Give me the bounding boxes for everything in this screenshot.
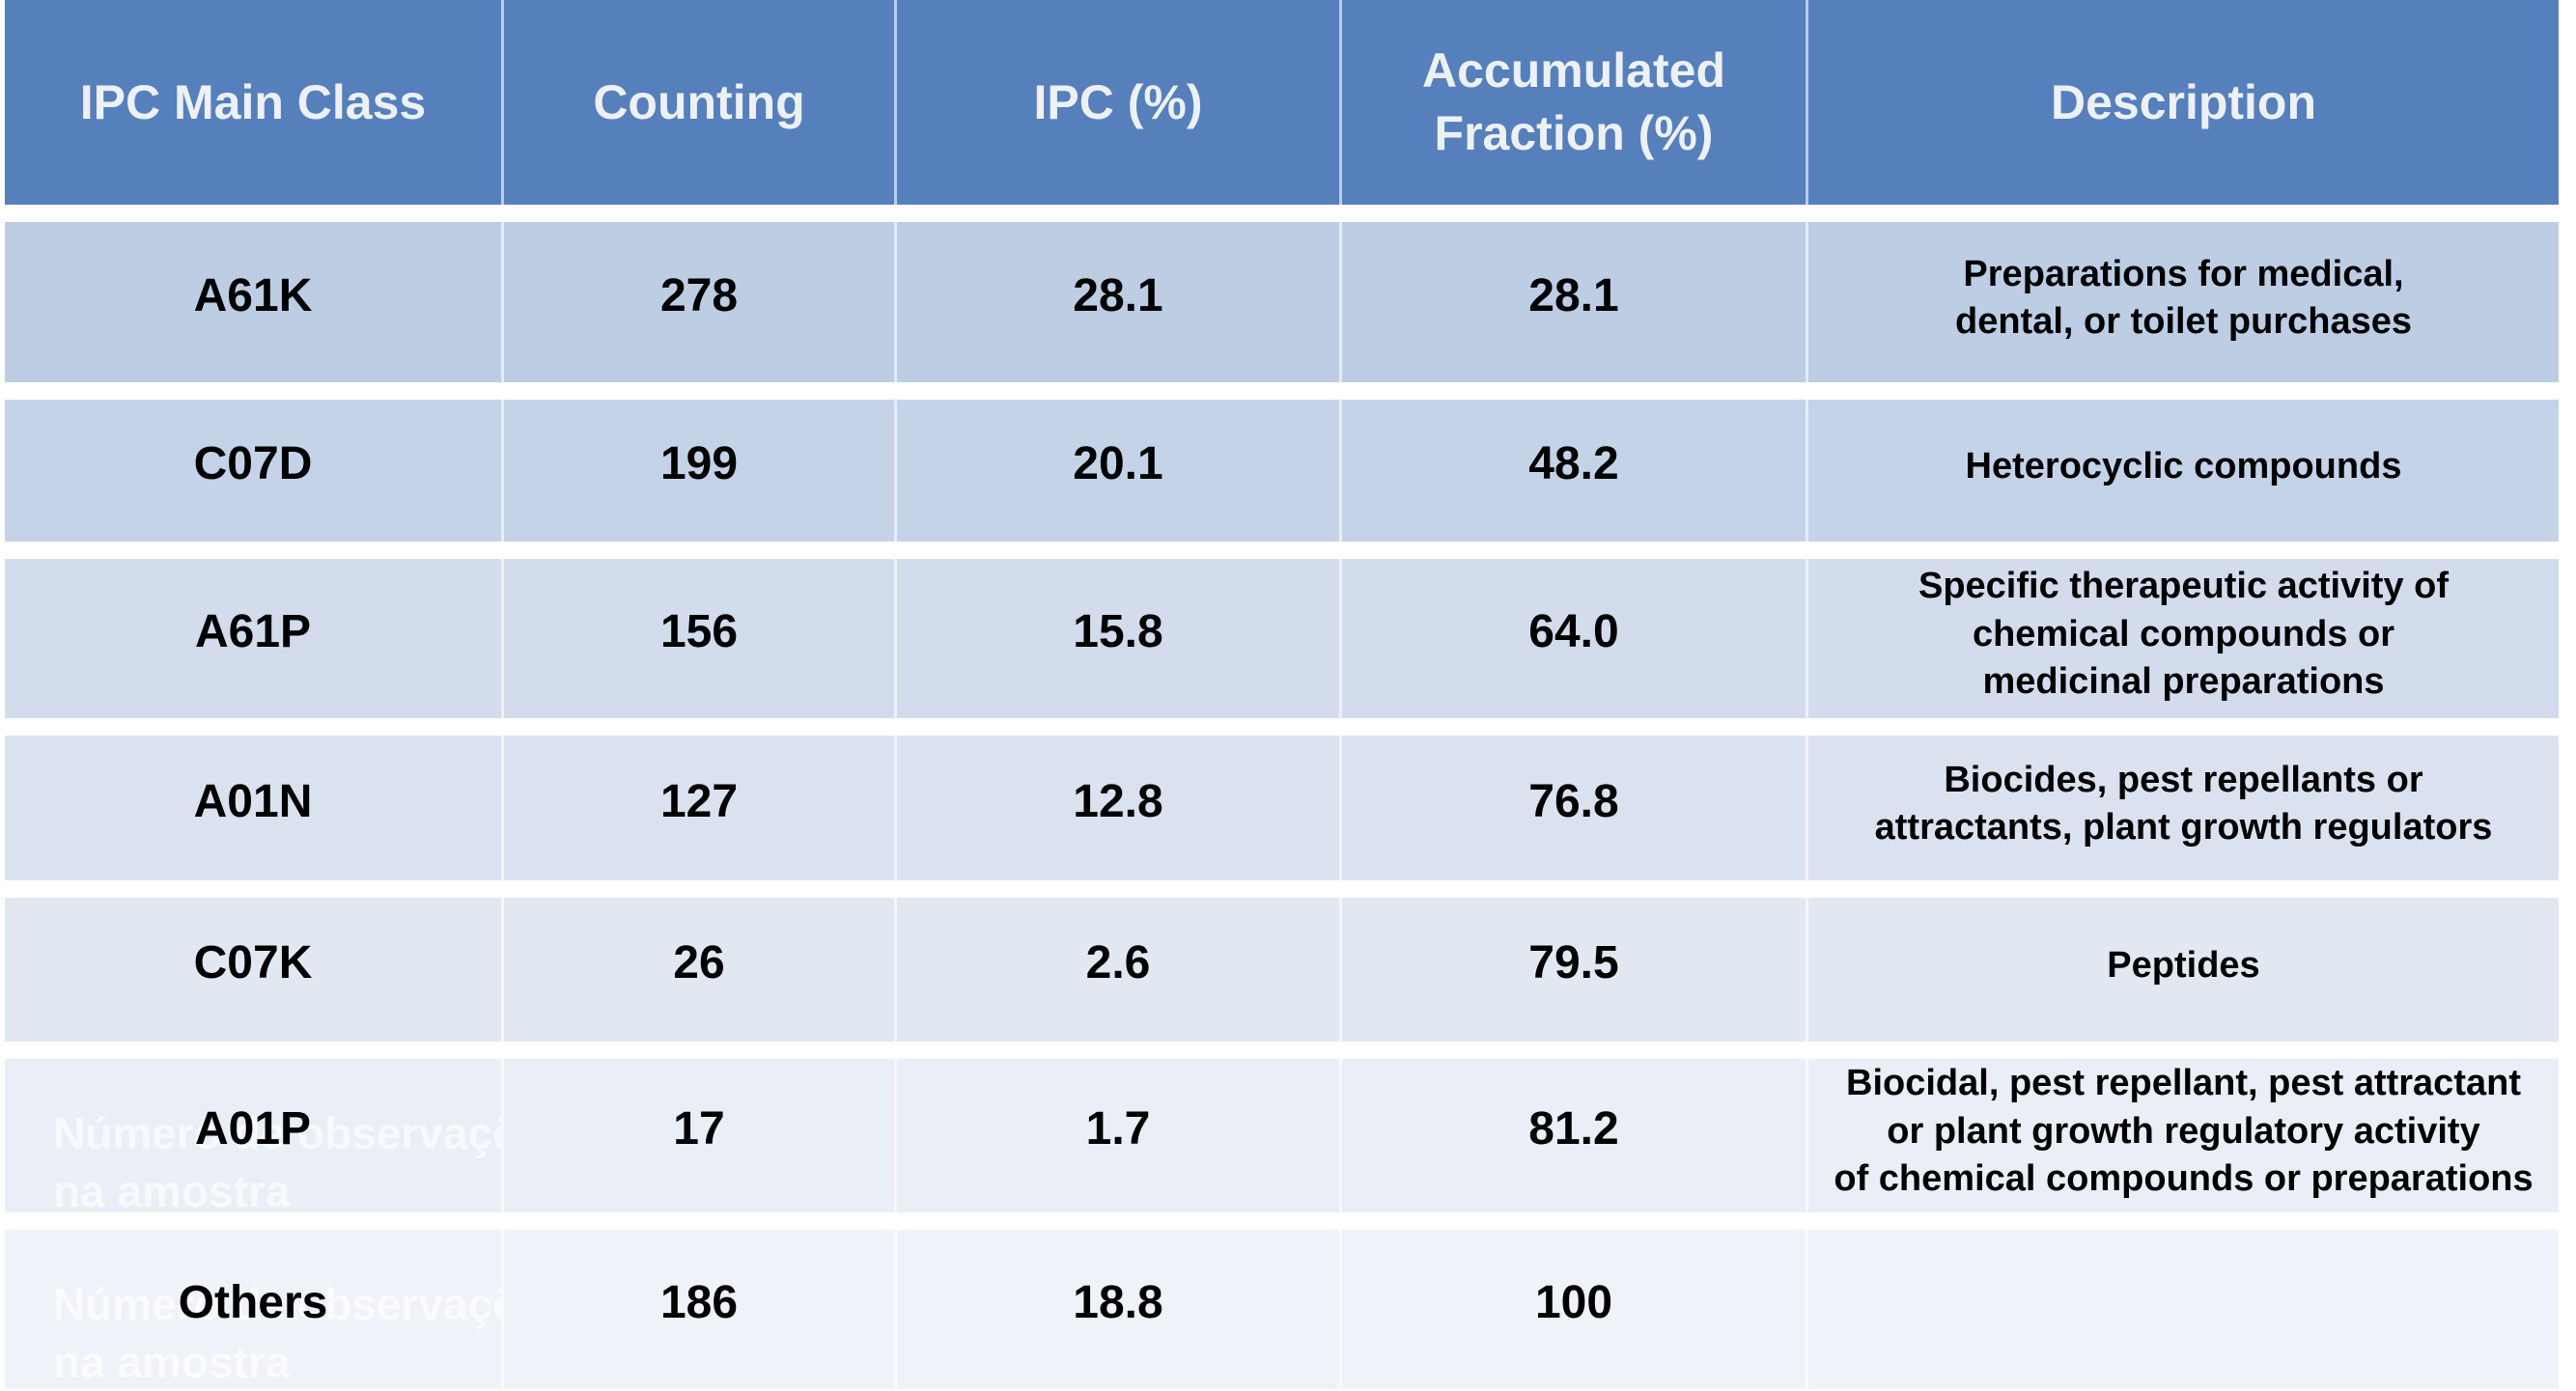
cell-accumulated-pct: 76.8 xyxy=(1339,736,1806,880)
cell-ipc-class: C07D xyxy=(5,400,501,542)
table-row: Número de observações na amostra A01P 17… xyxy=(5,1059,2559,1212)
ipc-main-class-table: IPC Main Class Counting IPC (%) Accumula… xyxy=(5,0,2559,1389)
column-header-ipc-pct: IPC (%) xyxy=(894,0,1339,205)
cell-accumulated-pct: 28.1 xyxy=(1339,222,1806,382)
cell-ipc-pct: 20.1 xyxy=(894,400,1339,542)
cell-description: Biocidal, pest repellant, pest attractan… xyxy=(1806,1059,2559,1212)
table-row: A61K 278 28.1 28.1 Preparations for medi… xyxy=(5,222,2559,382)
ipc-class-value: A61P xyxy=(194,606,312,657)
cell-counting: 26 xyxy=(501,898,894,1042)
ipc-class-value: A61K xyxy=(193,269,313,321)
column-header-description: Description xyxy=(1806,0,2559,205)
cell-counting: 127 xyxy=(501,736,894,880)
ipc-class-value: Others xyxy=(178,1277,328,1328)
ipc-class-value: A01N xyxy=(193,775,313,827)
cell-description: Peptides xyxy=(1806,898,2559,1042)
cell-ipc-pct: 1.7 xyxy=(894,1059,1339,1212)
cell-counting: 17 xyxy=(501,1059,894,1212)
cell-counting: 156 xyxy=(501,559,894,718)
cell-ipc-class: A61P xyxy=(5,559,501,718)
table-row: A01N 127 12.8 76.8 Biocides, pest repell… xyxy=(5,736,2559,880)
ipc-class-value: C07K xyxy=(193,937,313,988)
column-header-ipc-main-class: IPC Main Class xyxy=(79,74,427,129)
cell-accumulated-pct: 100 xyxy=(1339,1230,1806,1389)
cell-ipc-class: Número de observações na amostra Others xyxy=(5,1230,501,1389)
ipc-class-value: A01P xyxy=(194,1103,312,1155)
cell-ipc-class: C07K xyxy=(5,898,501,1042)
cell-accumulated-pct: 48.2 xyxy=(1339,400,1806,542)
cell-ipc-class: Número de observações na amostra A01P xyxy=(5,1059,501,1212)
cell-accumulated-pct: 79.5 xyxy=(1339,898,1806,1042)
table-header-row: IPC Main Class Counting IPC (%) Accumula… xyxy=(5,0,2559,205)
cell-counting: 186 xyxy=(501,1230,894,1389)
table-row: C07D 199 20.1 48.2 Heterocyclic compound… xyxy=(5,400,2559,542)
cell-ipc-pct: 18.8 xyxy=(894,1230,1339,1389)
cell-description: Biocides, pest repellants or attractants… xyxy=(1806,736,2559,880)
cell-description xyxy=(1806,1230,2559,1389)
cell-ipc-pct: 2.6 xyxy=(894,898,1339,1042)
table-row: Número de observações na amostra Others … xyxy=(5,1230,2559,1389)
cell-description: Heterocyclic compounds xyxy=(1806,400,2559,542)
cell-ipc-pct: 28.1 xyxy=(894,222,1339,382)
cell-ipc-pct: 15.8 xyxy=(894,559,1339,718)
cell-counting: 199 xyxy=(501,400,894,542)
cell-description: Specific therapeutic activity of chemica… xyxy=(1806,559,2559,718)
table-row: A61P 156 15.8 64.0 Specific therapeutic … xyxy=(5,559,2559,718)
column-header-accumulated-fraction: Accumulated Fraction (%) xyxy=(1339,0,1806,205)
cell-ipc-class: A01N xyxy=(5,736,501,880)
cell-accumulated-pct: 81.2 xyxy=(1339,1059,1806,1212)
ipc-class-value: C07D xyxy=(193,438,313,489)
table-row: C07K 26 2.6 79.5 Peptides xyxy=(5,898,2559,1042)
cell-ipc-class: A61K xyxy=(5,222,501,382)
column-header-counting: Counting xyxy=(501,0,894,205)
cell-accumulated-pct: 64.0 xyxy=(1339,559,1806,718)
cell-counting: 278 xyxy=(501,222,894,382)
cell-ipc-pct: 12.8 xyxy=(894,736,1339,880)
cell-description: Preparations for medical, dental, or toi… xyxy=(1806,222,2559,382)
